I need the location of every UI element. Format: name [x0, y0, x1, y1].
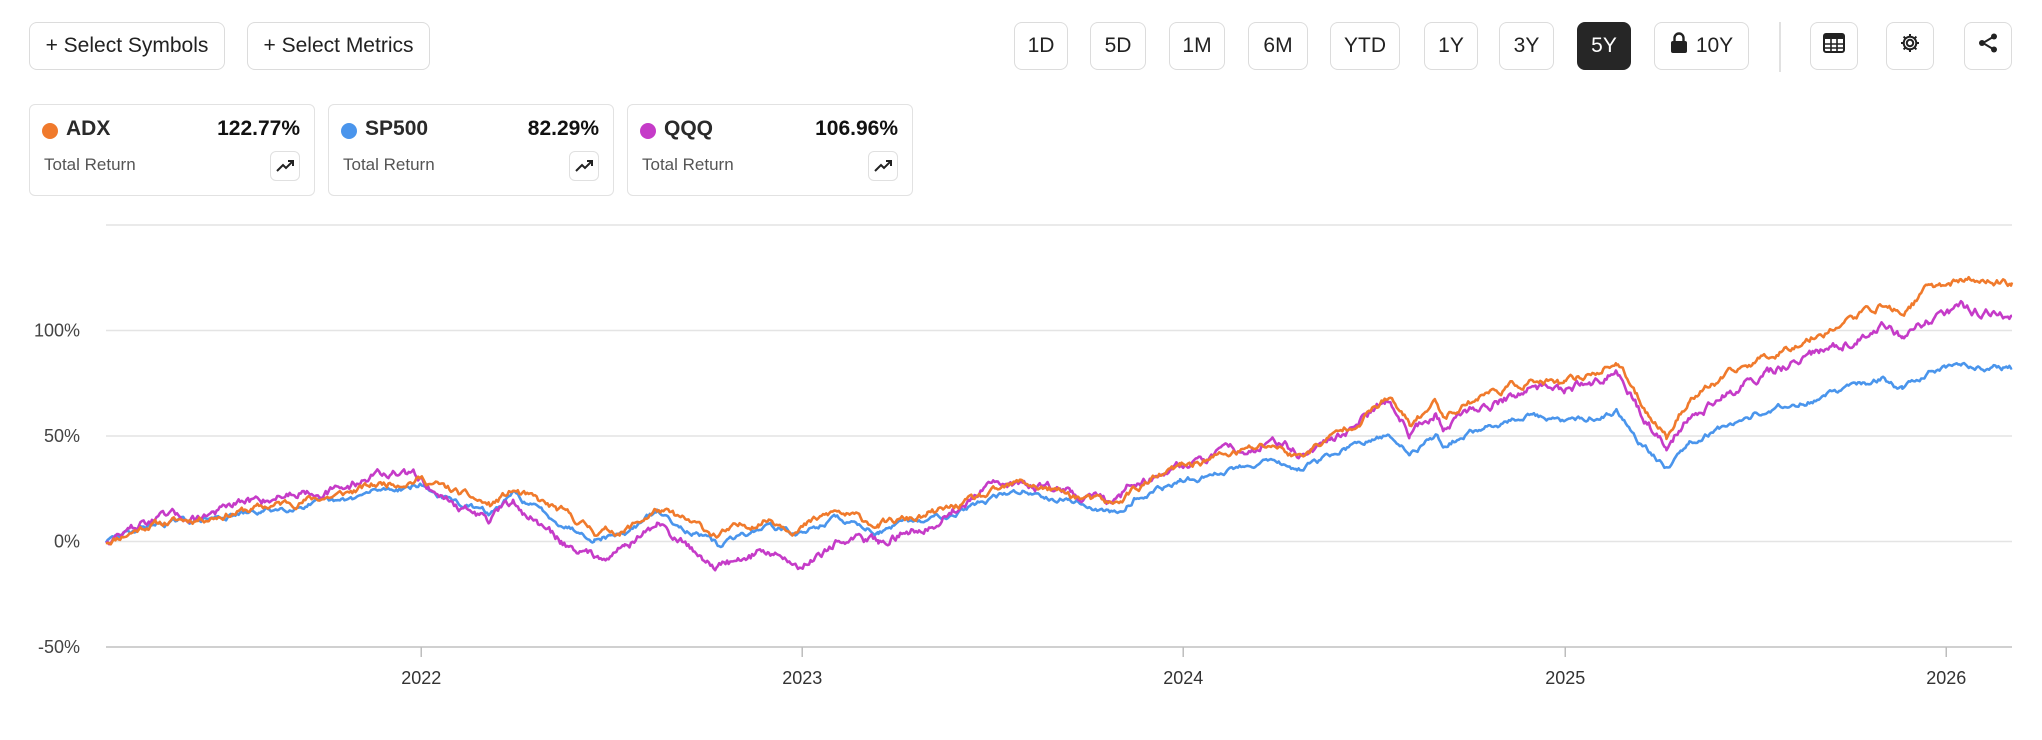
series-color-dot [640, 123, 656, 139]
range-1y-button[interactable]: 1Y [1424, 22, 1478, 70]
toolbar-divider [1779, 22, 1781, 72]
series-line-adx [105, 275, 2014, 546]
total-return-value: 82.29% [527, 117, 599, 140]
settings-button[interactable] [1886, 22, 1934, 70]
chart-series [104, 275, 2014, 572]
symbol-name: QQQ [664, 117, 714, 140]
gear-icon [1899, 32, 1921, 60]
range-10y-label: 10Y [1695, 34, 1734, 57]
symbol-card-sp500[interactable]: SP500 82.29% Total Return [328, 104, 614, 196]
y-tick-label: 100% [34, 321, 80, 341]
symbol-name: SP500 [365, 117, 429, 140]
total-return-value: 106.96% [815, 117, 898, 140]
trending-up-icon [276, 160, 294, 172]
range-10y-button[interactable]: 10Y [1654, 22, 1749, 70]
series-color-dot [42, 123, 58, 139]
x-axis: 2022 2023 2024 2025 2026 [401, 647, 1966, 688]
y-tick-label: 0% [54, 532, 80, 552]
symbol-card-adx[interactable]: ADX 122.77% Total Return [29, 104, 315, 196]
total-return-value: 122.77% [217, 117, 300, 140]
select-metrics-button[interactable]: + Select Metrics [247, 22, 430, 70]
trending-up-icon [874, 160, 892, 172]
symbol-card-qqq[interactable]: QQQ 106.96% Total Return [627, 104, 913, 196]
symbol-name: ADX [66, 117, 111, 140]
trend-chart-button[interactable] [868, 151, 898, 181]
x-tick-label: 2023 [782, 668, 822, 688]
y-tick-label: -50% [38, 637, 80, 657]
y-axis-labels: -50% 0% 50% 100% [34, 321, 80, 658]
metric-label: Total Return [343, 155, 435, 174]
chart-grid [106, 224, 2012, 648]
y-tick-label: 50% [44, 426, 80, 446]
metric-label: Total Return [642, 155, 734, 174]
x-tick-label: 2024 [1163, 668, 1203, 688]
table-icon [1823, 33, 1845, 59]
table-view-button[interactable] [1810, 22, 1858, 70]
range-6m-button[interactable]: 6M [1248, 22, 1308, 70]
select-symbols-button[interactable]: + Select Symbols [29, 22, 225, 70]
range-5y-button[interactable]: 5Y [1577, 22, 1631, 70]
range-ytd-button[interactable]: YTD [1330, 22, 1400, 70]
trend-chart-button[interactable] [569, 151, 599, 181]
metric-label: Total Return [44, 155, 136, 174]
share-icon [1977, 32, 1999, 60]
x-tick-label: 2025 [1545, 668, 1585, 688]
series-color-dot [341, 123, 357, 139]
range-1d-button[interactable]: 1D [1014, 22, 1068, 70]
total-return-chart[interactable]: -50% 0% 50% 100% 2022 2023 2024 2025 2026 [0, 200, 2042, 700]
range-3y-button[interactable]: 3Y [1499, 22, 1554, 70]
range-1m-button[interactable]: 1M [1169, 22, 1225, 70]
x-tick-label: 2026 [1926, 668, 1966, 688]
share-button[interactable] [1964, 22, 2012, 70]
trend-chart-button[interactable] [270, 151, 300, 181]
range-5d-button[interactable]: 5D [1090, 22, 1146, 70]
lock-icon [1670, 32, 1688, 60]
series-line-sp500 [104, 361, 2013, 549]
trending-up-icon [575, 160, 593, 172]
x-tick-label: 2022 [401, 668, 441, 688]
